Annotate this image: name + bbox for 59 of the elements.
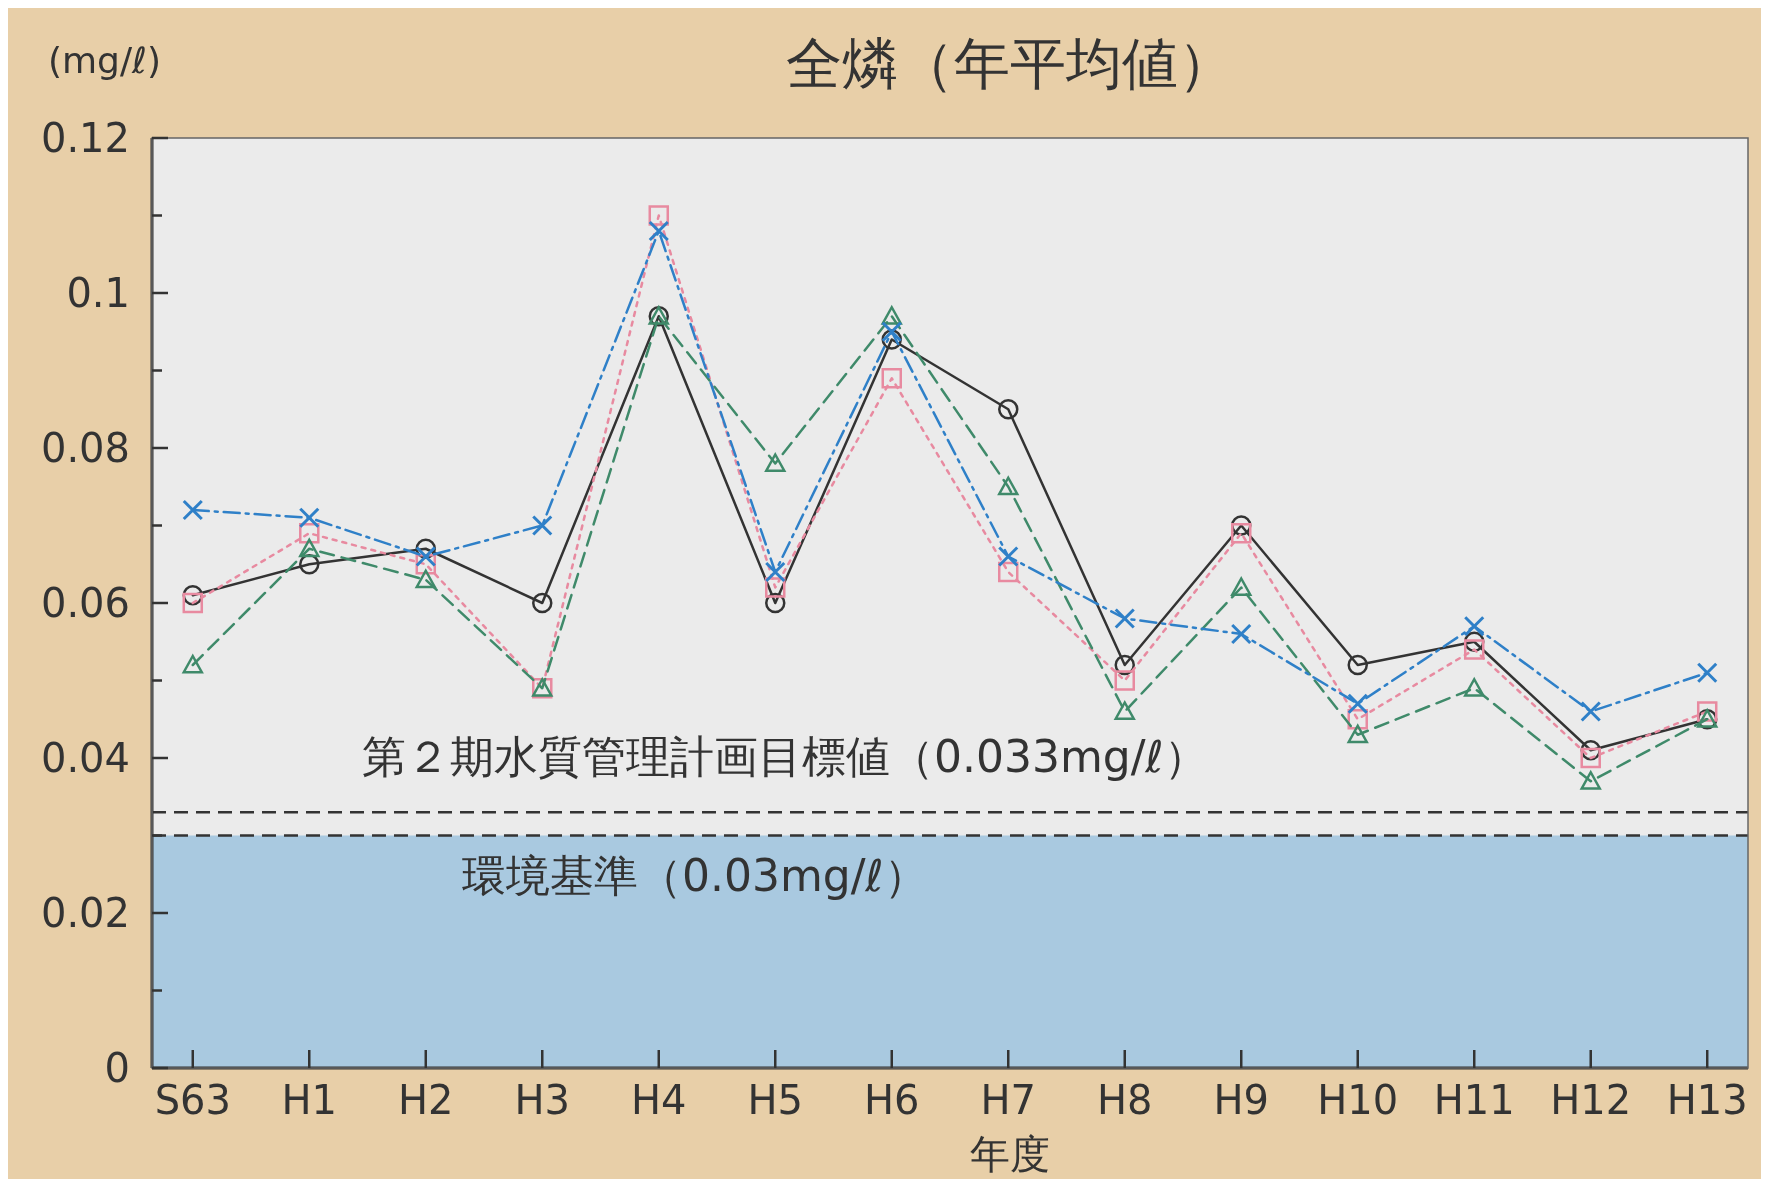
chart-title: 全燐（年平均値） <box>786 31 1234 96</box>
point <box>415 546 437 567</box>
x-tick-label: H9 <box>1213 1077 1270 1123</box>
x-tick-label: H4 <box>630 1077 687 1123</box>
x-tick-label: H5 <box>747 1077 804 1123</box>
x-tick-label: H6 <box>863 1077 920 1123</box>
point <box>1347 654 1368 676</box>
point <box>1347 724 1368 744</box>
point <box>1580 701 1602 722</box>
y-tick-label: 0.12 <box>40 115 130 161</box>
point <box>1580 747 1601 769</box>
point <box>1580 771 1601 790</box>
point <box>648 220 670 242</box>
point <box>299 538 320 558</box>
point <box>997 546 1019 567</box>
point <box>764 561 786 583</box>
point <box>1114 670 1135 691</box>
y-tick-label: 0.1 <box>66 270 130 316</box>
point <box>998 399 1019 420</box>
y-tick-label: 0 <box>104 1045 130 1091</box>
x-tick-label: H10 <box>1317 1077 1399 1123</box>
point <box>1463 639 1485 660</box>
point <box>415 569 437 589</box>
point <box>1696 662 1718 684</box>
y-tick-label: 0.08 <box>40 425 130 471</box>
point <box>1463 615 1485 637</box>
point <box>998 476 1019 496</box>
ref-line-label: 第２期水質管理計画目標値（0.033mg/ℓ） <box>362 731 1208 783</box>
point <box>298 507 320 529</box>
x-tick-label: H2 <box>398 1077 454 1123</box>
x-tick-label: H8 <box>1096 1077 1153 1123</box>
point <box>1114 701 1135 720</box>
y-axis-title: (mg/ℓ) <box>48 40 162 81</box>
point <box>182 592 204 614</box>
point <box>881 321 903 343</box>
point <box>1463 678 1485 697</box>
point <box>532 592 553 614</box>
y-tick-label: 0.02 <box>40 890 130 936</box>
point <box>182 499 204 521</box>
point <box>881 368 902 389</box>
point <box>1114 608 1136 629</box>
x-axis-title: 年度 <box>970 1131 1050 1177</box>
ref-line-label: 環境基準（0.03mg/ℓ） <box>462 849 928 901</box>
point <box>1230 577 1252 596</box>
point <box>1230 623 1252 645</box>
point <box>765 453 786 472</box>
x-tick-label: S63 <box>154 1077 231 1123</box>
point <box>531 515 553 536</box>
point <box>182 654 204 674</box>
point <box>1230 523 1252 544</box>
y-tick-label: 0.06 <box>40 580 130 626</box>
x-tick-label: H11 <box>1433 1077 1515 1123</box>
point <box>1347 693 1369 715</box>
x-tick-label: H7 <box>980 1077 1037 1123</box>
y-tick-label: 0.04 <box>40 735 130 781</box>
x-tick-label: H1 <box>281 1077 338 1123</box>
x-tick-label: H13 <box>1666 1077 1748 1123</box>
x-tick-label: H12 <box>1550 1077 1632 1123</box>
x-tick-label: H3 <box>514 1077 571 1123</box>
